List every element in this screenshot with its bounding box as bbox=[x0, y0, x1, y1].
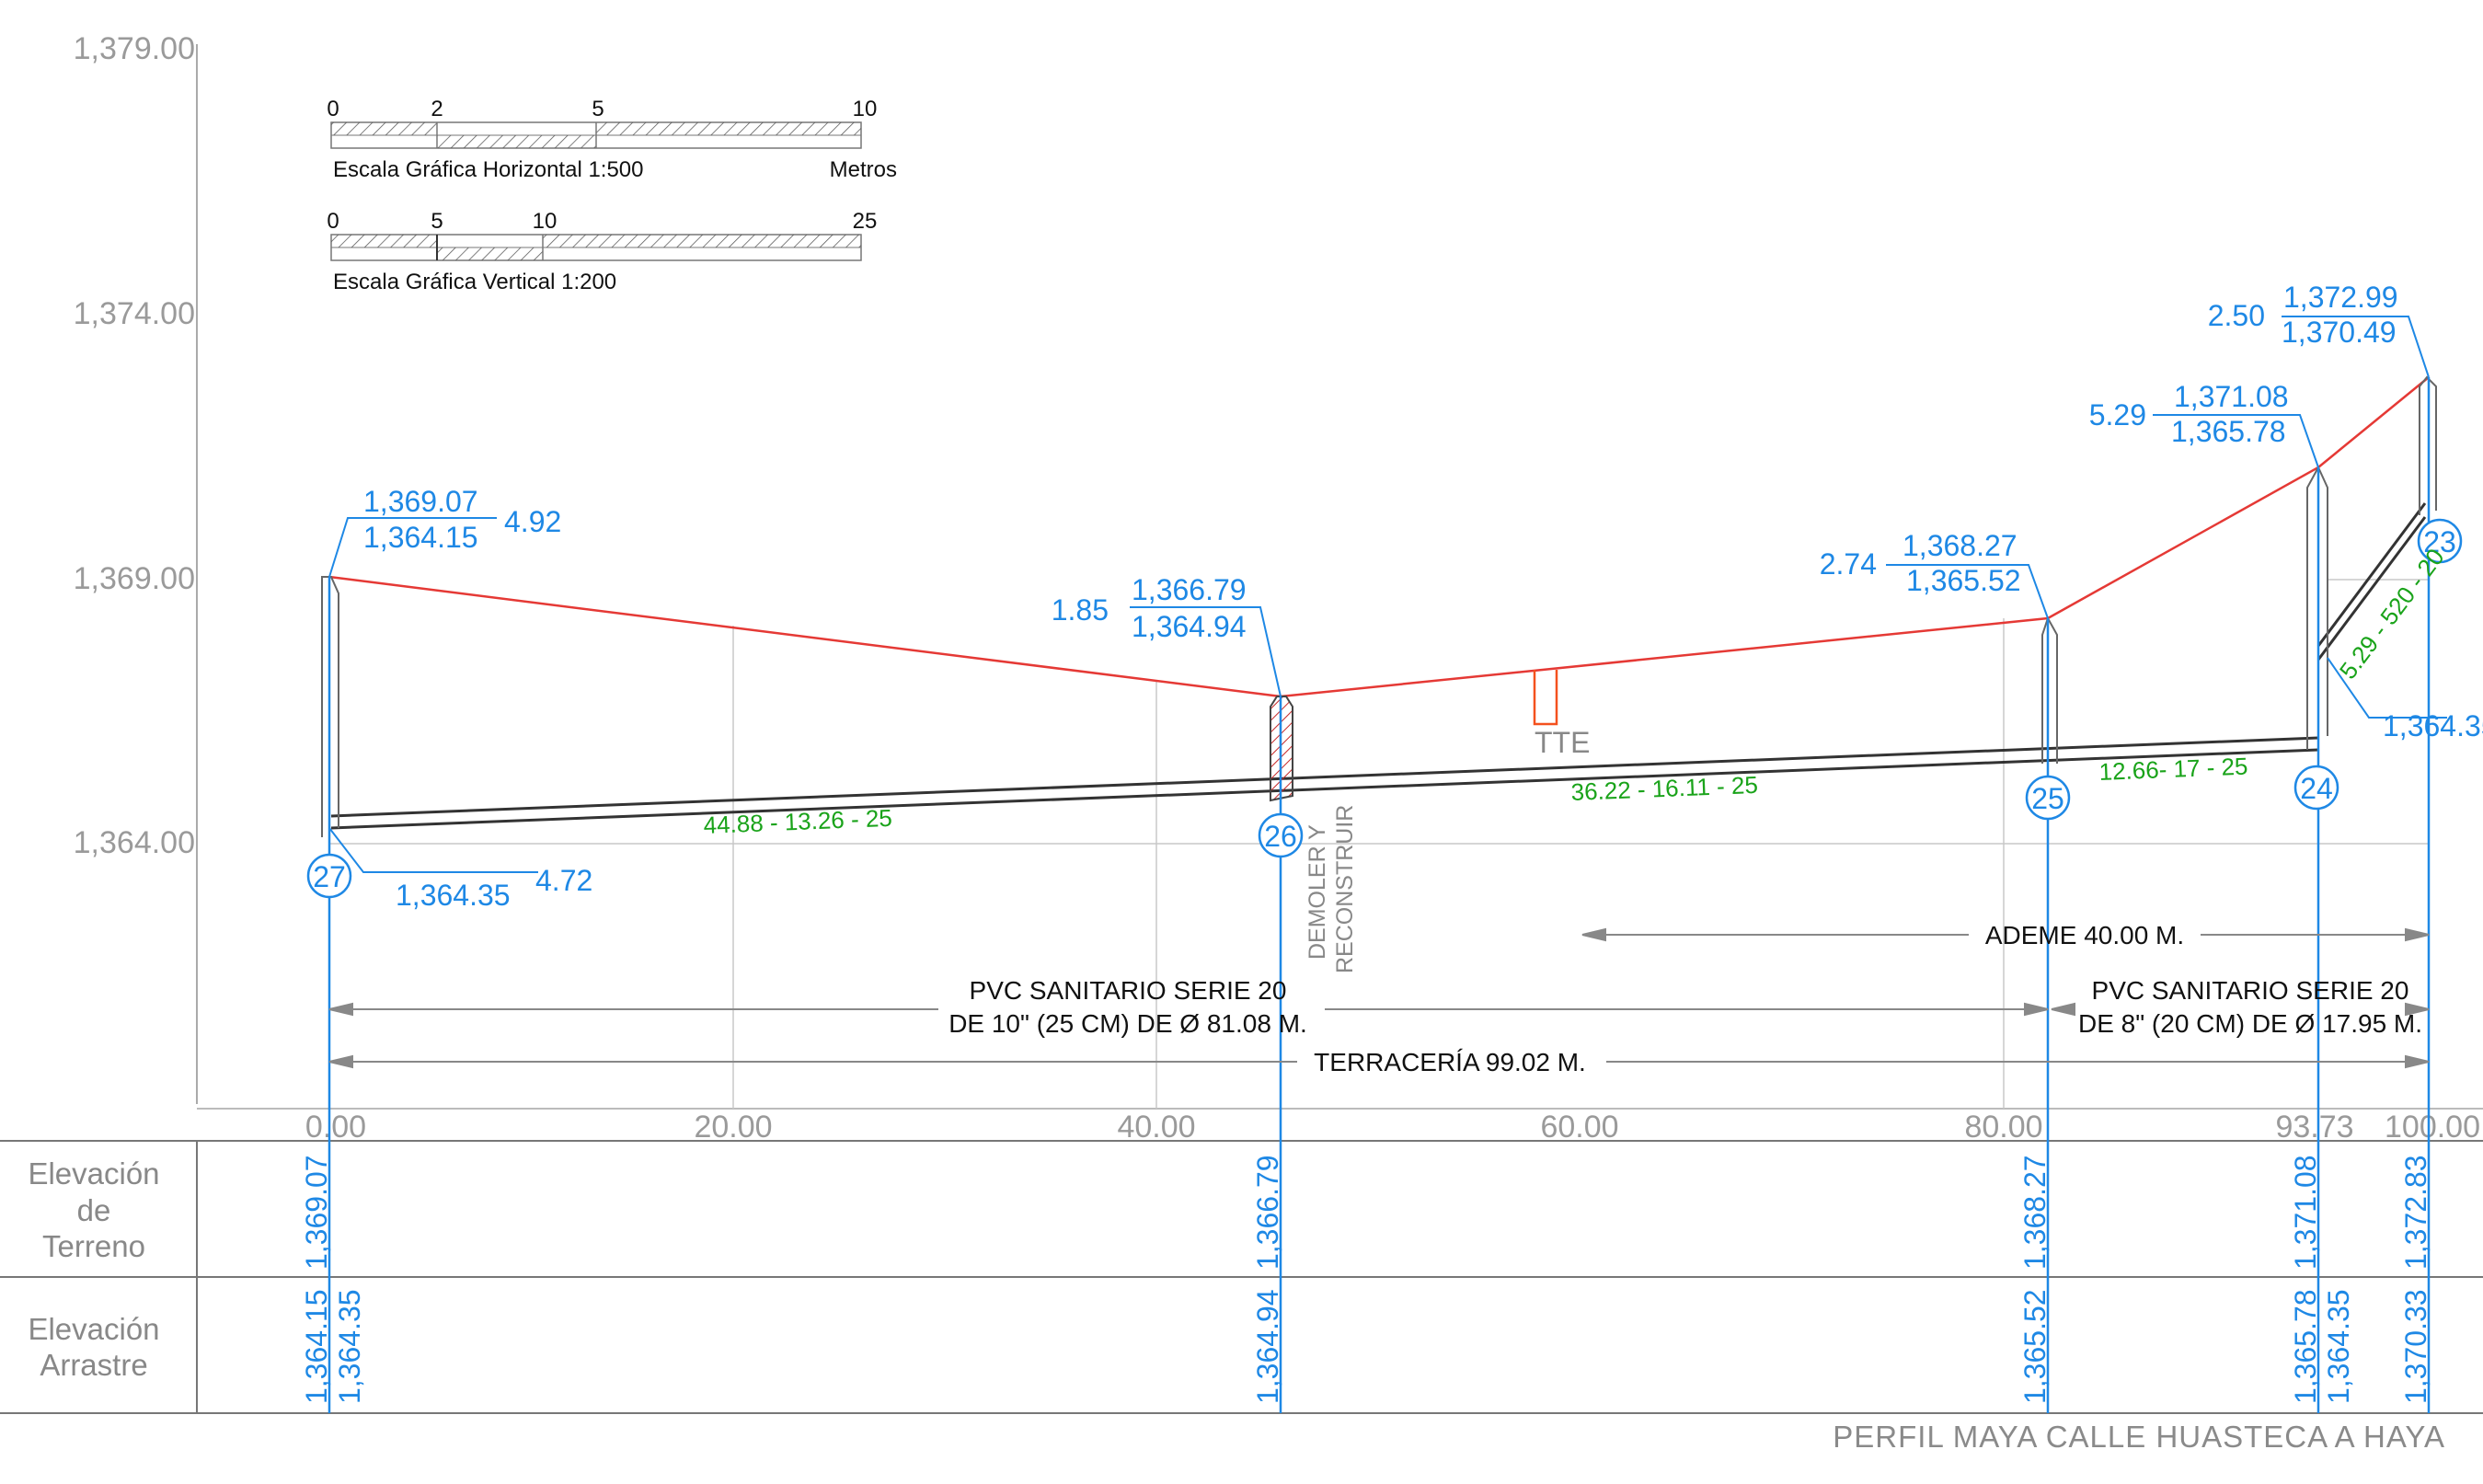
terreno-value: 1,369.07 bbox=[300, 1155, 333, 1270]
manhole-26-depth: 1.85 bbox=[1052, 593, 1109, 627]
terreno-value: 1,366.79 bbox=[1251, 1155, 1284, 1270]
arrastre-value: 1,365.52 bbox=[2018, 1289, 2052, 1404]
pipe-segment-label: 36.22 - 16.11 - 25 bbox=[1570, 771, 1758, 806]
x-tick-label: 80.00 bbox=[1964, 1110, 2042, 1145]
v-scale-caption: Escala Gráfica Vertical 1:200 bbox=[333, 270, 616, 294]
arrastre-value: 1,364.94 bbox=[1251, 1289, 1284, 1404]
v-scale-label: 0 bbox=[327, 209, 339, 234]
manhole-27-arrastre: 1,364.15 bbox=[363, 521, 478, 554]
sewer-pipe bbox=[330, 502, 2427, 830]
pvc8-label-2: DE 8" (20 CM) DE Ø 17.95 M. bbox=[2078, 1009, 2422, 1038]
manhole-24-depth: 5.29 bbox=[2089, 398, 2146, 431]
arrastre-value: 1,365.78 bbox=[2289, 1289, 2322, 1404]
manhole-23-terreno: 1,372.99 bbox=[2283, 281, 2398, 314]
demoler-label-2: RECONSTRUIR bbox=[1332, 805, 1358, 973]
node-label: 25 bbox=[2031, 782, 2064, 815]
y-tick-label: 1,364.00 bbox=[74, 825, 195, 860]
manhole-24-terreno: 1,371.08 bbox=[2174, 380, 2289, 413]
terraceria-label: TERRACERÍA 99.02 M. bbox=[1314, 1048, 1586, 1076]
manhole-23-arrastre: 1,370.49 bbox=[2282, 316, 2397, 349]
vertical-scale-bar bbox=[330, 234, 862, 261]
arrastre-value: 1,364.35 bbox=[333, 1289, 366, 1404]
horizontal-scale-bar bbox=[330, 121, 862, 149]
pvc10-label-1: PVC SANITARIO SERIE 20 bbox=[970, 976, 1287, 1005]
h-scale-unit: Metros bbox=[830, 157, 897, 182]
v-scale-label: 5 bbox=[431, 209, 443, 234]
manhole-23-depth: 2.50 bbox=[2208, 299, 2265, 332]
terreno-value: 1,371.08 bbox=[2289, 1155, 2322, 1270]
manhole-25-arrastre: 1,365.52 bbox=[1906, 564, 2021, 597]
pvc10-label-2: DE 10" (25 CM) DE Ø 81.08 M. bbox=[948, 1009, 1307, 1038]
terreno-value: 1,372.83 bbox=[2399, 1155, 2432, 1270]
manhole-24-bottom-elev: 1,364.35 bbox=[2383, 709, 2483, 742]
tte-marker bbox=[1533, 670, 1558, 726]
v-scale-label: 25 bbox=[853, 209, 878, 234]
annotation-leaders bbox=[328, 316, 2447, 873]
manhole-27-depth: 4.92 bbox=[504, 505, 561, 538]
h-scale-caption: Escala Gráfica Horizontal 1:500 bbox=[333, 157, 644, 182]
row-terreno-label: de bbox=[77, 1193, 111, 1227]
arrastre-value: 1,364.15 bbox=[300, 1289, 333, 1404]
pipe-segment-label: 12.66- 17 - 25 bbox=[2098, 753, 2248, 786]
row-terreno-label: Terreno bbox=[42, 1229, 145, 1263]
station-lines bbox=[328, 377, 2431, 1413]
row-terreno-label: Elevación bbox=[28, 1156, 159, 1191]
dimension-lines bbox=[328, 927, 2430, 1069]
node-label: 27 bbox=[313, 860, 346, 893]
row-arrastre-label: Arrastre bbox=[40, 1348, 147, 1382]
gridlines bbox=[329, 579, 2429, 1109]
manhole-26-arrastre: 1,364.94 bbox=[1132, 610, 1247, 643]
arrastre-value: 1,370.33 bbox=[2399, 1289, 2432, 1404]
x-tick-label: 93.73 bbox=[2275, 1110, 2353, 1145]
manhole-25-depth: 2.74 bbox=[1820, 547, 1877, 581]
x-tick-label: 0.00 bbox=[305, 1110, 366, 1145]
arrastre-value: 1,364.35 bbox=[2322, 1289, 2355, 1404]
y-tick-label: 1,374.00 bbox=[74, 296, 195, 331]
h-scale-label: 2 bbox=[431, 97, 443, 121]
manhole-26-terreno: 1,366.79 bbox=[1132, 573, 1247, 606]
row-arrastre-label: Elevación bbox=[28, 1312, 159, 1346]
y-tick-label: 1,369.00 bbox=[74, 561, 195, 596]
y-tick-label: 1,379.00 bbox=[74, 31, 195, 66]
v-scale-label: 10 bbox=[533, 209, 558, 234]
node-label: 23 bbox=[2423, 525, 2456, 558]
node-circles bbox=[306, 518, 2463, 899]
demoler-label-1: DEMOLER Y bbox=[1305, 824, 1330, 960]
drawing-title: PERFIL MAYA CALLE HUASTECA A HAYA bbox=[1833, 1420, 2445, 1454]
ademe-label: ADEME 40.00 M. bbox=[1985, 921, 2184, 949]
x-tick-label: 20.00 bbox=[694, 1110, 772, 1145]
h-scale-label: 5 bbox=[592, 97, 604, 121]
x-tick-label: 100.00 bbox=[2385, 1110, 2480, 1145]
tte-label: TTE bbox=[1535, 726, 1590, 759]
manhole-25-terreno: 1,368.27 bbox=[1902, 529, 2017, 562]
node-label: 26 bbox=[1264, 820, 1297, 853]
manhole-27-bottom-elev: 1,364.35 bbox=[396, 879, 511, 912]
terreno-value: 1,368.27 bbox=[2018, 1155, 2052, 1270]
pipe-segment-label: 44.88 - 13.26 - 25 bbox=[703, 804, 892, 839]
x-tick-label: 40.00 bbox=[1117, 1110, 1195, 1145]
pvc8-label-1: PVC SANITARIO SERIE 20 bbox=[2092, 976, 2409, 1005]
x-tick-label: 60.00 bbox=[1540, 1110, 1618, 1145]
manhole-24-arrastre: 1,365.78 bbox=[2171, 415, 2286, 448]
manhole-27-bottom-depth: 4.72 bbox=[535, 864, 592, 897]
h-scale-label: 0 bbox=[327, 97, 339, 121]
h-scale-label: 10 bbox=[853, 97, 878, 121]
manhole-27-terreno: 1,369.07 bbox=[363, 485, 478, 518]
node-label: 24 bbox=[2300, 772, 2333, 805]
